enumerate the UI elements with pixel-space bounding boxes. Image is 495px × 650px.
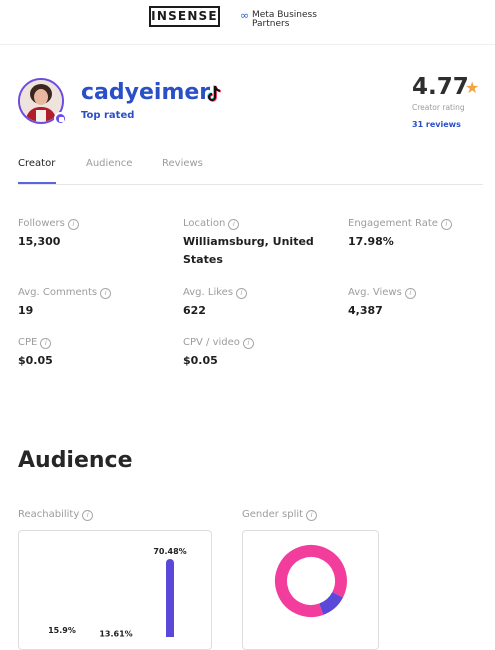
info-icon[interactable]: i	[440, 219, 452, 230]
metric-label-cpv-video: CPV / video i	[183, 337, 254, 349]
info-icon[interactable]: i	[236, 288, 248, 299]
audience-section-title: Audience	[18, 448, 133, 473]
reachability-bar-label: 15.9%	[48, 626, 76, 635]
active-tab-indicator	[18, 182, 56, 184]
creator-rating-value: 4.77	[412, 74, 469, 100]
metric-label-engagement-rate: Engagement Rate i	[348, 218, 452, 230]
reachability-bar-label: 13.61%	[99, 629, 132, 637]
info-icon[interactable]: i	[82, 510, 94, 521]
info-icon[interactable]: i	[404, 288, 416, 299]
metric-label-followers: Followers i	[18, 218, 79, 230]
metric-value-avg-likes: 622	[183, 304, 206, 317]
metric-label-avg-comments: Avg. Comments i	[18, 287, 112, 299]
info-icon[interactable]: i	[100, 288, 112, 299]
insense-logo[interactable]: INSENSE	[149, 6, 220, 27]
metric-value-avg-comments: 19	[18, 304, 34, 317]
info-icon[interactable]: i	[228, 219, 240, 230]
gender-split-chart	[273, 543, 350, 620]
info-icon[interactable]: i	[306, 510, 318, 521]
reachability-chart: 15.9% 13.61% 70.48%	[48, 547, 187, 650]
reachability-bar-label: 70.48%	[153, 547, 186, 556]
metric-label-avg-likes: Avg. Likes i	[183, 287, 248, 299]
metric-value-cpv-video: $0.05	[183, 354, 218, 367]
reachability-label: Reachability i	[18, 509, 94, 521]
reviews-link[interactable]: 31 reviews	[412, 120, 461, 129]
meta-logo-line2: Partners	[252, 19, 290, 29]
meta-logo-line1: Meta Business	[252, 10, 317, 20]
info-icon[interactable]: i	[242, 338, 254, 349]
gender-split-chart-card	[242, 530, 379, 650]
info-icon[interactable]: i	[40, 338, 52, 349]
meta-infinity-icon: ∞	[240, 9, 250, 22]
info-icon[interactable]: i	[67, 219, 79, 230]
tab-audience[interactable]: Audience	[86, 158, 133, 169]
metric-label-cpe: CPE i	[18, 337, 52, 349]
metric-label-avg-views: Avg. Views i	[348, 287, 416, 299]
metric-value-cpe: $0.05	[18, 354, 53, 367]
top-rated-badge-icon	[54, 112, 67, 125]
profile-tabs: Creator Audience Reviews	[18, 150, 483, 185]
tiktok-icon	[206, 84, 224, 104]
reachability-bar[interactable]	[166, 559, 174, 650]
metric-value-avg-views: 4,387	[348, 304, 383, 317]
metric-value-followers: 15,300	[18, 235, 61, 248]
gender-split-slice[interactable]	[273, 543, 350, 620]
metric-value-location: Williamsburg, United States	[183, 235, 314, 266]
metric-value-engagement-rate: 17.98%	[348, 235, 394, 248]
top-bar: INSENSE ∞ Meta Business Partners	[0, 0, 495, 45]
creator-username[interactable]: cadyeimer	[81, 80, 211, 105]
meta-business-partners-logo: ∞ Meta Business Partners	[240, 10, 330, 30]
top-rated-label: Top rated	[81, 110, 135, 121]
tab-creator[interactable]: Creator	[18, 158, 56, 169]
reachability-chart-card: 15.9% 13.61% 70.48%	[18, 530, 212, 650]
tab-reviews[interactable]: Reviews	[162, 158, 203, 169]
star-icon: ★	[465, 78, 480, 97]
gender-split-label: Gender split i	[242, 509, 318, 521]
metric-label-location: Location i	[183, 218, 240, 230]
creator-rating-label: Creator rating	[412, 103, 465, 112]
